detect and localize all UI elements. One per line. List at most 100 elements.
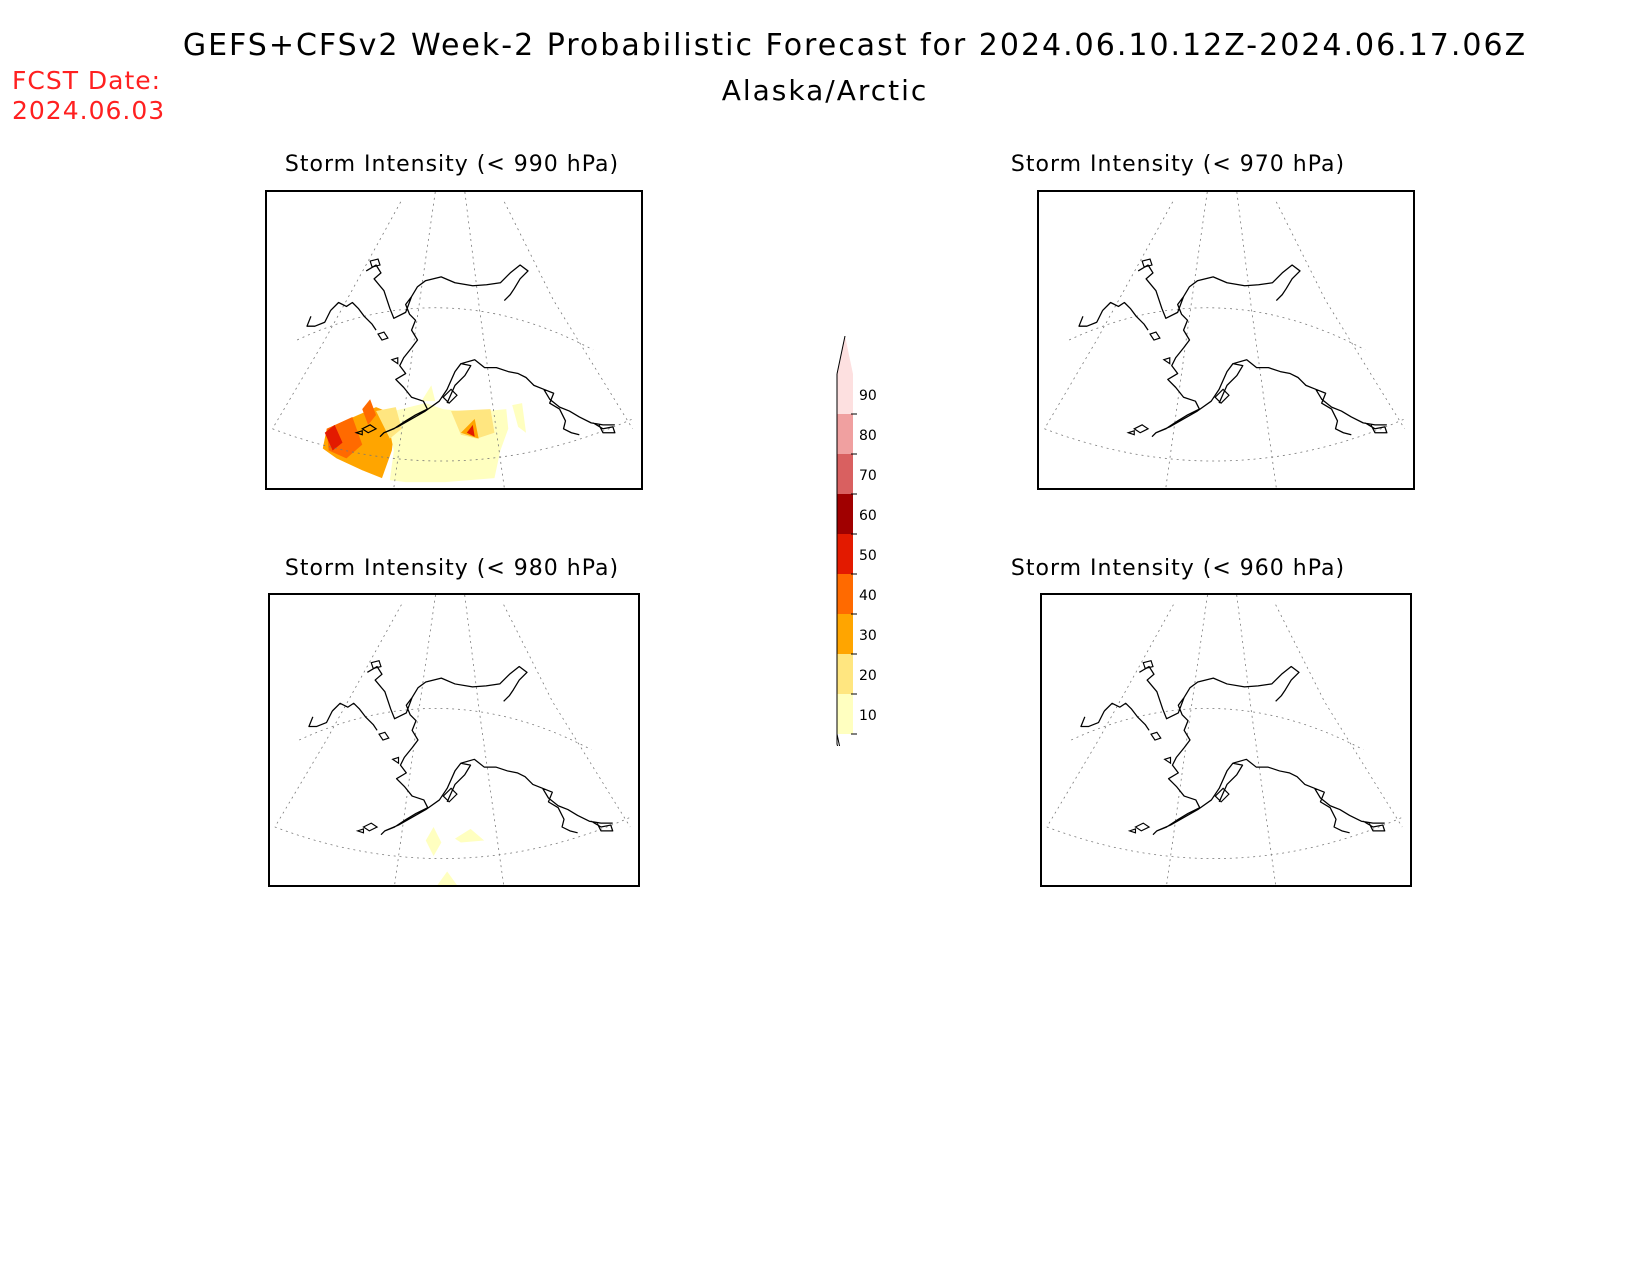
island-970-1 [1149, 331, 1161, 341]
grid-line-960-2 [1236, 595, 1277, 885]
grid-line-970-1 [1165, 192, 1208, 488]
map-panel-960 [1040, 593, 1412, 887]
panel-title-980: Storm Intensity (< 980 hPa) [284, 556, 620, 581]
fcst-date-value: 2024.06.03 [12, 96, 166, 125]
grid-line-980-2 [464, 595, 505, 885]
island-980-0 [370, 660, 382, 670]
island-990-5 [354, 429, 363, 436]
colorbar-label-90: 90 [859, 388, 877, 404]
alaska-coastline-990 [306, 264, 616, 438]
panel-title-960: Storm Intensity (< 960 hPa) [1010, 556, 1346, 581]
island-990-2 [390, 356, 399, 365]
lat-lon-grid-970 [1044, 192, 1405, 488]
colorbar-swatch-7 [837, 414, 853, 454]
probability-shading-990 [322, 385, 527, 483]
fcst-date-heading: FCST Date: [12, 66, 162, 95]
grid-line-960-1 [1166, 595, 1208, 885]
grid-line-980-5 [274, 816, 631, 859]
shade-region-990-11 [425, 414, 440, 445]
map-panel-970 [1037, 190, 1415, 490]
island-970-0 [1141, 258, 1153, 268]
grid-line-970-3 [1275, 201, 1405, 430]
island-980-2 [391, 756, 400, 765]
coastline-960 [1080, 660, 1386, 836]
colorbar-bottom-cap [836, 733, 841, 746]
grid-line-980-3 [503, 604, 631, 828]
panel-title-970: Storm Intensity (< 970 hPa) [1010, 152, 1346, 177]
shade-region-980-0 [425, 827, 442, 856]
colorbar-swatch-1 [837, 654, 853, 694]
island-990-0 [369, 258, 381, 268]
colorbar-label-50: 50 [859, 548, 877, 564]
colorbar-top-cap-edge [836, 336, 846, 375]
coastline-980 [308, 660, 614, 836]
shade-region-980-2 [437, 871, 457, 885]
island-970-4 [1133, 424, 1150, 434]
grid-line-970-5 [1044, 418, 1405, 462]
grid-line-960-0 [1046, 604, 1174, 828]
grid-line-990-5 [272, 418, 633, 462]
shade-region-990-5 [376, 407, 402, 439]
colorbar-swatch-6 [837, 454, 853, 494]
coastline-970 [1078, 258, 1388, 438]
grid-line-970-0 [1044, 201, 1174, 430]
colorbar-swatch-2 [837, 614, 853, 654]
map-panel-990 [265, 190, 643, 490]
grid-line-990-4 [296, 307, 594, 351]
map-panel-980 [268, 593, 640, 887]
island-960-4 [1134, 822, 1151, 832]
grid-line-990-2 [464, 192, 505, 488]
colorbar-label-20: 20 [859, 668, 877, 684]
panel-title-990: Storm Intensity (< 990 hPa) [284, 152, 620, 177]
alaska-coastline-980 [308, 665, 614, 836]
forecast-date-label: FCST Date: 2024.06.03 [12, 66, 165, 126]
coastline-990 [306, 258, 616, 438]
grid-line-960-3 [1275, 604, 1403, 828]
grid-line-960-5 [1046, 816, 1403, 859]
grid-line-980-4 [299, 708, 592, 751]
island-970-2 [1162, 356, 1171, 365]
shade-region-990-2 [324, 424, 343, 451]
shade-region-990-9 [512, 403, 527, 433]
colorbar-label-80: 80 [859, 428, 877, 444]
island-970-5 [1126, 429, 1135, 436]
probability-shading-980 [425, 827, 485, 885]
colorbar-swatch-0 [837, 694, 853, 734]
colorbar-label-40: 40 [859, 588, 877, 604]
grid-line-980-0 [274, 604, 402, 828]
alaska-coastline-960 [1080, 665, 1386, 836]
island-970-3 [1214, 388, 1230, 404]
grid-line-970-2 [1236, 192, 1277, 488]
island-980-3 [442, 787, 458, 803]
island-960-3 [1214, 787, 1230, 803]
grid-line-970-4 [1068, 307, 1366, 351]
shade-region-990-3 [362, 399, 377, 425]
grid-line-990-0 [272, 201, 402, 430]
lat-lon-grid-980 [274, 595, 631, 885]
colorbar-swatch-5 [837, 494, 853, 534]
colorbar-label-30: 30 [859, 628, 877, 644]
alaska-coastline-970 [1078, 264, 1388, 438]
colorbar-top-cap [837, 336, 853, 374]
colorbar-swatch-3 [837, 574, 853, 614]
colorbar-label-70: 70 [859, 468, 877, 484]
chart-title: GEFS+CFSv2 Week-2 Probabilistic Forecast… [182, 28, 1528, 63]
lat-lon-grid-960 [1046, 595, 1403, 885]
colorbar-swatch-8 [837, 374, 853, 414]
shade-region-980-1 [454, 828, 485, 843]
island-990-4 [361, 424, 378, 434]
colorbar-swatch-4 [837, 534, 853, 574]
grid-line-960-4 [1071, 708, 1364, 751]
island-960-0 [1142, 660, 1154, 670]
grid-line-990-3 [503, 201, 633, 430]
island-960-2 [1163, 756, 1172, 765]
island-990-3 [442, 388, 458, 404]
colorbar-label-60: 60 [859, 508, 877, 524]
island-960-5 [1127, 828, 1137, 834]
island-960-1 [1150, 731, 1162, 741]
chart-subtitle: Alaska/Arctic [721, 74, 929, 107]
shade-region-990-10 [421, 385, 436, 402]
colorbar-label-10: 10 [859, 708, 877, 724]
lat-lon-grid-990 [272, 192, 633, 488]
colorbar-legend: 10 20 30 40 50 60 70 80 90 [836, 336, 877, 746]
